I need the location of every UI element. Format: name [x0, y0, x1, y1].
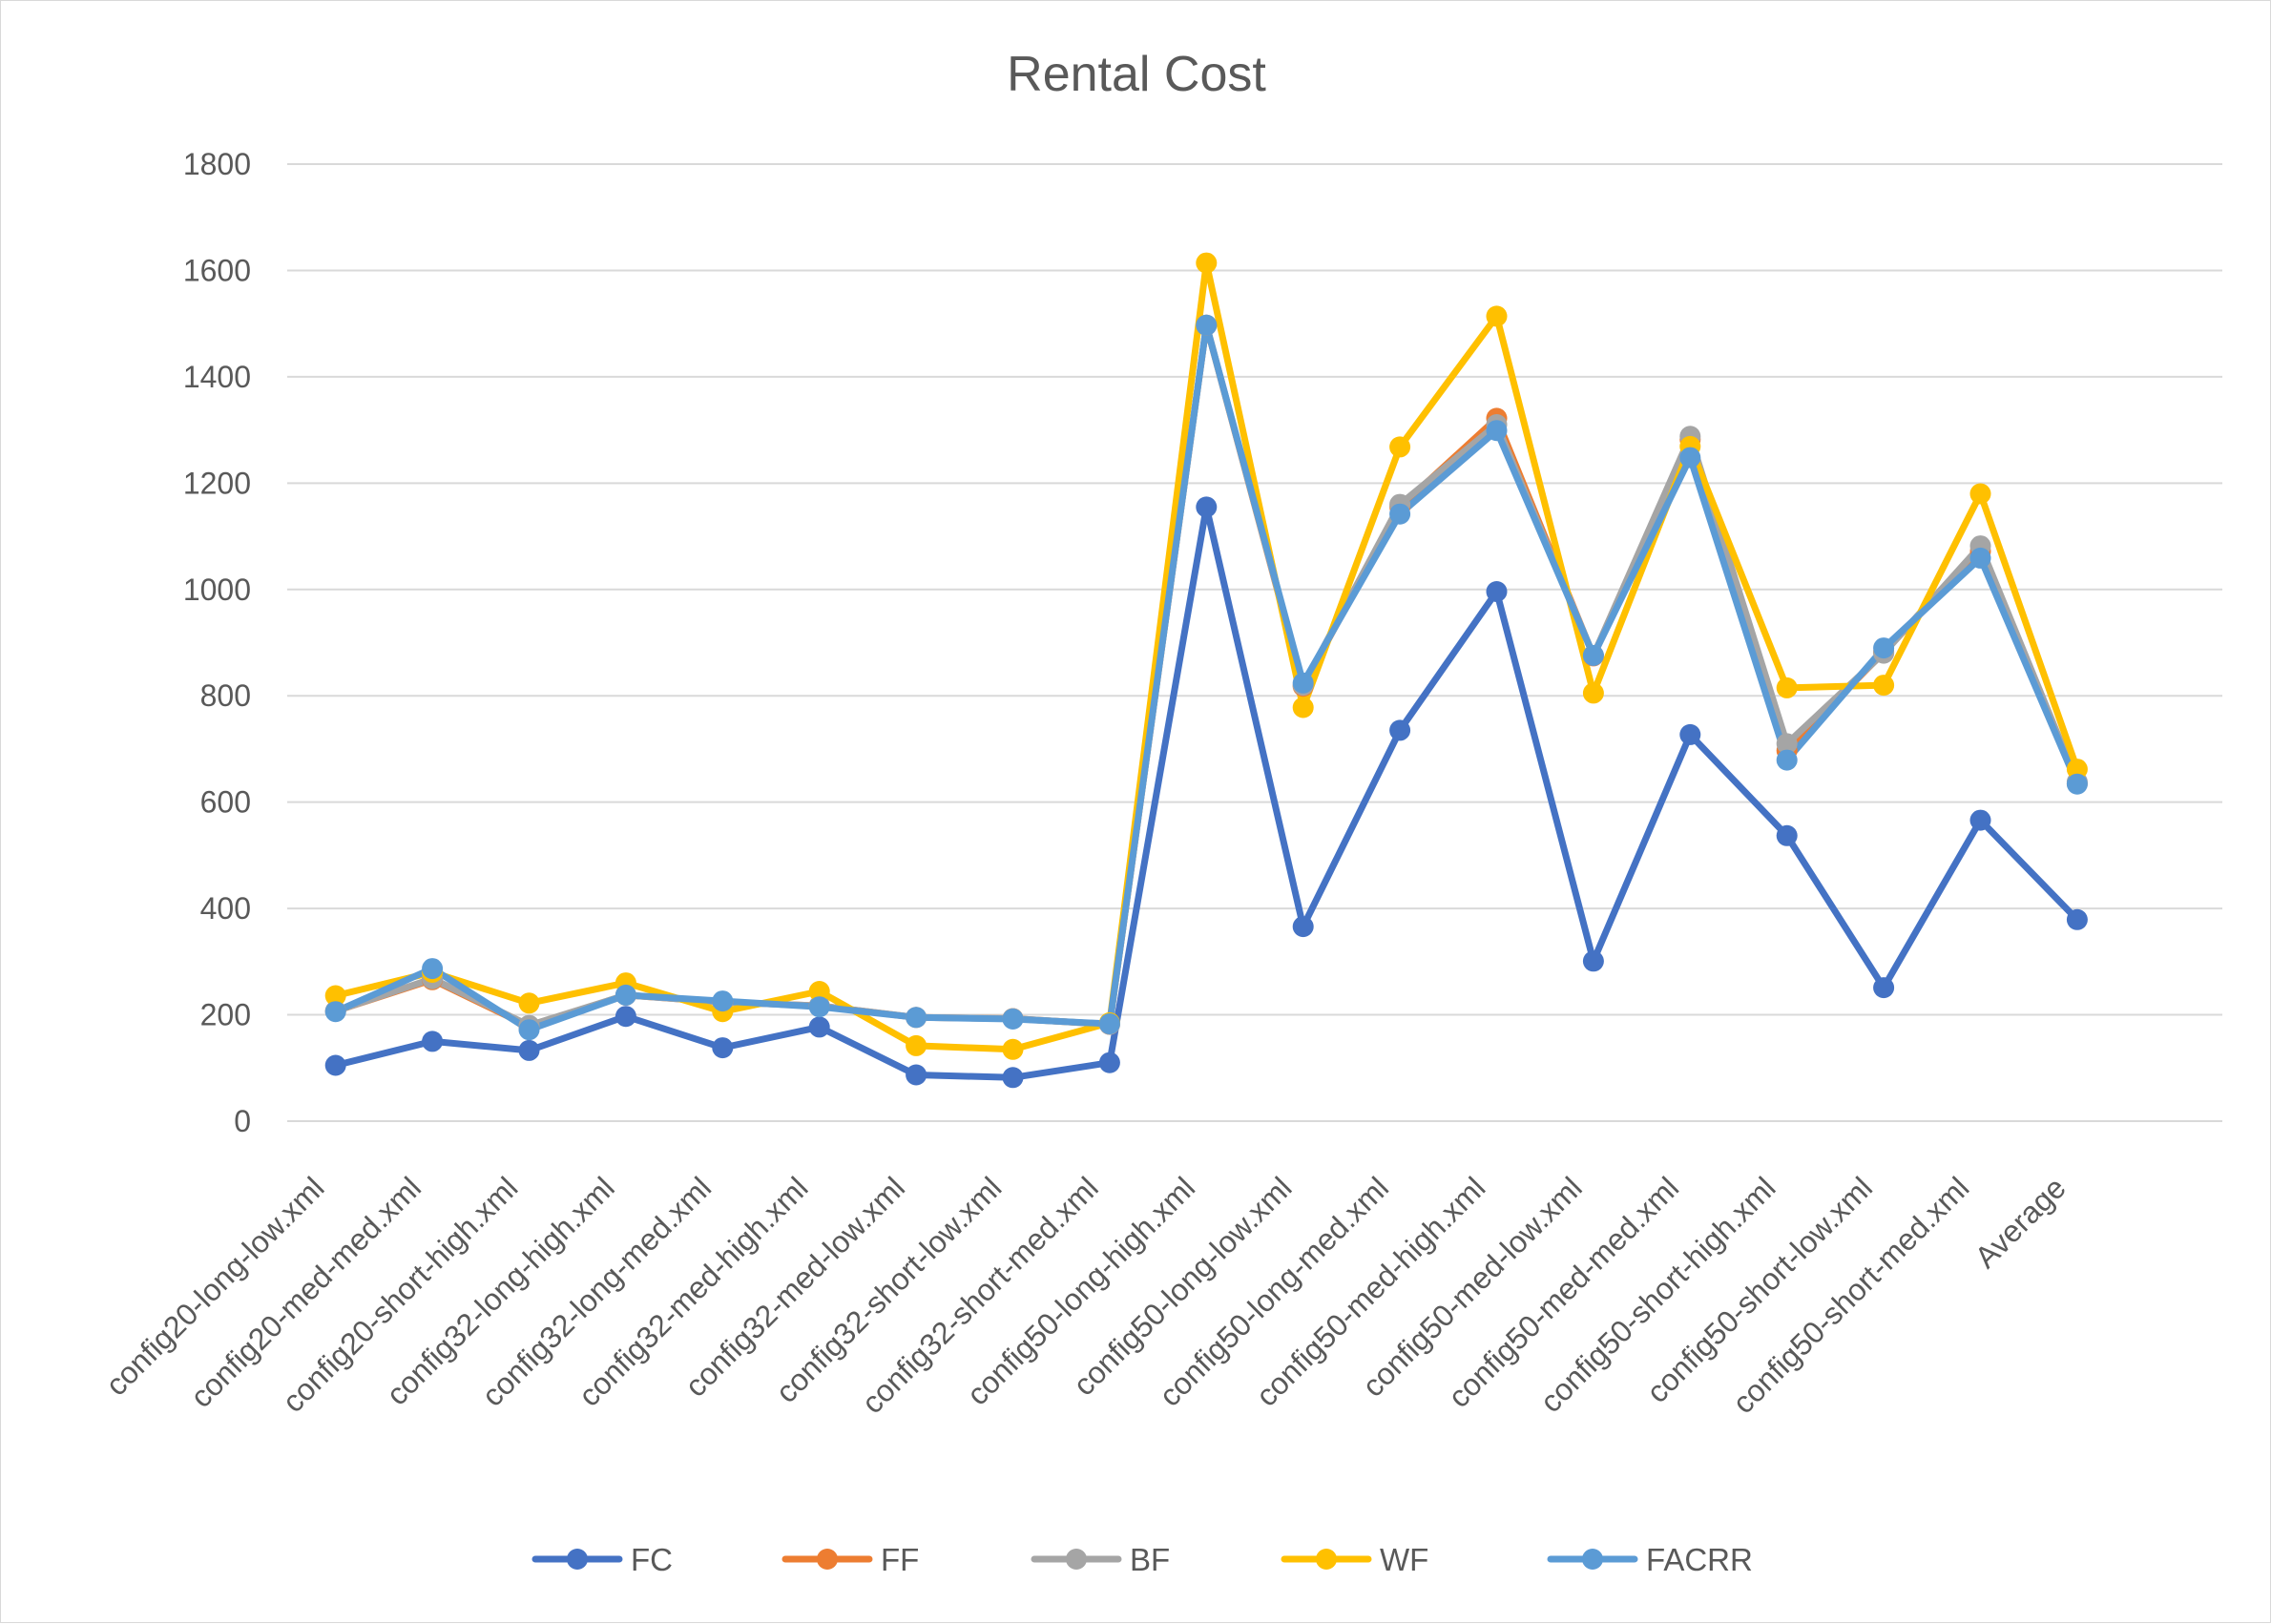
data-point-fc — [906, 1064, 927, 1086]
data-point-facrr — [906, 1007, 927, 1029]
data-point-wf — [1002, 1038, 1024, 1060]
series-line-wf — [332, 260, 2081, 1053]
chart-title: Rental Cost — [1007, 47, 1266, 102]
data-point-facrr — [1873, 637, 1895, 659]
legend-item-ff: FF — [781, 1542, 919, 1577]
data-point-fc — [1292, 916, 1314, 938]
x-axis-ticks: config20-long-low.xmlconfig20-med-med.xm… — [99, 1170, 2073, 1420]
data-point-facrr — [1389, 503, 1411, 525]
legend-label: BF — [1130, 1542, 1170, 1577]
data-point-wf — [1292, 697, 1314, 718]
gridlines — [287, 163, 2222, 1122]
legend-marker — [817, 1549, 838, 1570]
data-point-fc — [1969, 809, 1991, 831]
x-tick-label: Average — [1969, 1170, 2073, 1274]
data-point-facrr — [615, 984, 636, 1006]
legend-label: FACRR — [1646, 1542, 1753, 1577]
data-point-fc — [1873, 977, 1895, 999]
data-point-wf — [1873, 675, 1895, 697]
data-point-facrr — [808, 996, 830, 1018]
data-point-facrr — [1776, 749, 1798, 771]
legend-item-bf: BF — [1031, 1542, 1170, 1577]
data-point-wf — [1969, 483, 1991, 505]
data-point-facrr — [1292, 672, 1314, 694]
legend-label: FF — [881, 1542, 919, 1577]
legend-marker — [1582, 1549, 1603, 1570]
series-lines — [332, 260, 2081, 1081]
y-tick-label: 600 — [200, 785, 251, 820]
legend-label: FC — [631, 1542, 673, 1577]
data-point-facrr — [1969, 547, 1991, 569]
y-tick-label: 0 — [234, 1104, 251, 1138]
data-point-fc — [808, 1016, 830, 1038]
y-tick-label: 200 — [200, 998, 251, 1032]
y-tick-label: 1800 — [183, 147, 251, 181]
legend-item-fc: FC — [531, 1542, 673, 1577]
data-point-fc — [2066, 908, 2088, 930]
data-point-fc — [1389, 719, 1411, 741]
data-point-wf — [2066, 759, 2088, 781]
data-point-wf — [1776, 677, 1798, 698]
data-point-facrr — [2066, 773, 2088, 795]
y-tick-label: 800 — [200, 678, 251, 713]
data-point-fc — [324, 1054, 346, 1076]
data-point-facrr — [518, 1019, 540, 1041]
data-point-fc — [1486, 581, 1508, 602]
data-point-fc — [1002, 1067, 1024, 1089]
data-point-fc — [1582, 950, 1604, 972]
y-tick-label: 1400 — [183, 360, 251, 394]
y-tick-label: 1600 — [183, 253, 251, 287]
series-line-ff — [332, 322, 2081, 1031]
data-point-facrr — [712, 990, 734, 1012]
data-point-wf — [518, 992, 540, 1014]
legend-item-wf: WF — [1281, 1542, 1428, 1577]
data-point-facrr — [324, 1001, 346, 1023]
data-point-facrr — [422, 958, 444, 980]
series-line-facrr — [332, 322, 2081, 1033]
series-line-bf — [332, 322, 2081, 1030]
data-point-wf — [1486, 305, 1508, 327]
legend-marker — [1316, 1549, 1337, 1570]
data-point-wf — [1389, 436, 1411, 458]
series-points — [324, 252, 2088, 1089]
data-point-fc — [1196, 496, 1218, 518]
data-point-fc — [1098, 1051, 1120, 1073]
data-point-fc — [1679, 723, 1701, 745]
data-point-wf — [1196, 252, 1218, 274]
data-point-facrr — [1098, 1013, 1120, 1034]
data-point-facrr — [1582, 644, 1604, 666]
data-point-facrr — [1196, 314, 1218, 336]
legend-label: WF — [1380, 1542, 1428, 1577]
data-point-wf — [324, 985, 346, 1007]
data-point-facrr — [1002, 1009, 1024, 1030]
data-point-wf — [906, 1034, 927, 1056]
legend-marker — [567, 1549, 588, 1570]
data-point-wf — [1582, 682, 1604, 704]
y-tick-label: 1200 — [183, 466, 251, 500]
y-tick-label: 400 — [200, 891, 251, 926]
y-tick-label: 1000 — [183, 573, 251, 607]
data-point-fc — [1776, 824, 1798, 846]
y-axis-ticks: 0 200 400 600 800 1000 1200 1400 1600 1800 — [183, 147, 251, 1138]
data-point-fc — [712, 1037, 734, 1059]
data-point-fc — [518, 1039, 540, 1061]
legend-item-facrr: FACRR — [1547, 1542, 1753, 1577]
legend-marker — [1066, 1549, 1087, 1570]
data-point-wf — [808, 981, 830, 1002]
legend: FC FF BF WF FACRR — [531, 1542, 1753, 1577]
data-point-fc — [422, 1031, 444, 1052]
data-point-bf — [1776, 733, 1798, 755]
data-point-facrr — [1679, 447, 1701, 468]
data-point-facrr — [1486, 420, 1508, 442]
data-point-fc — [615, 1006, 636, 1028]
